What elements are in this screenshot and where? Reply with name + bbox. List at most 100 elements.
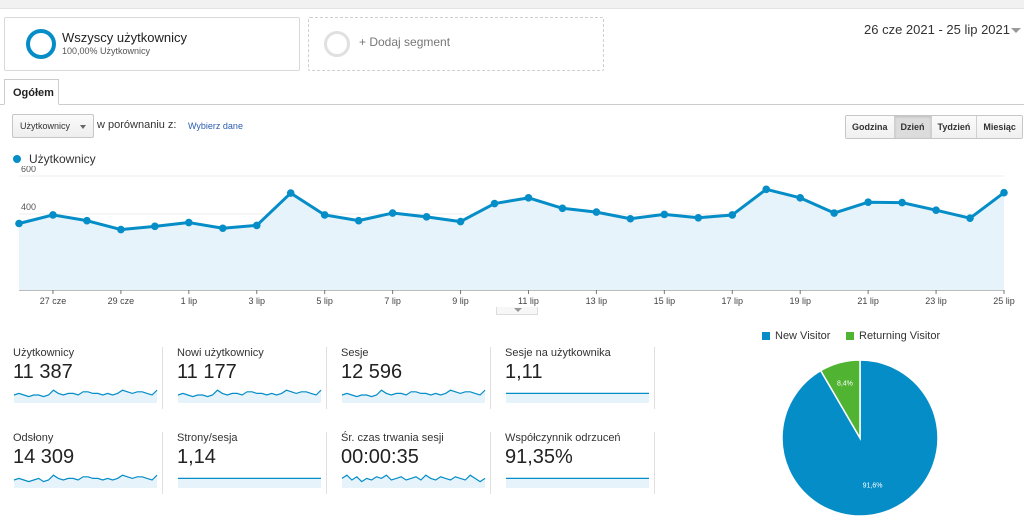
data-point[interactable] [898,198,906,207]
kpi-tile[interactable]: Sesje na użytkownika 1,11 [505,347,655,409]
data-point[interactable] [422,213,431,221]
sparkline-area [14,475,157,488]
tab-divider [0,104,1024,105]
data-point[interactable] [218,224,227,233]
kpi-sparkline [341,474,486,488]
data-point[interactable] [83,216,91,225]
new-visitor-swatch [762,332,770,340]
kpi-tile[interactable]: Odsłony 14 309 [13,432,163,494]
kpi-tile[interactable]: Strony/sesja 1,14 [177,432,327,494]
series-area [19,189,1004,290]
sparkline-area [506,393,649,403]
data-point[interactable] [932,206,940,214]
data-point[interactable] [15,219,23,228]
data-point[interactable] [660,210,669,219]
kpi-value: 1,14 [177,446,216,468]
data-point[interactable] [388,209,397,217]
data-point[interactable] [796,194,805,202]
data-point[interactable] [185,218,193,227]
pie-legend-new[interactable]: New Visitor [762,330,830,342]
data-point[interactable] [558,204,567,213]
granularity-hour-button[interactable]: Godzina [846,116,895,138]
data-point[interactable] [626,214,635,223]
granularity-day-button[interactable]: Dzień [894,116,932,138]
data-point[interactable] [456,217,465,226]
granularity-week-button[interactable]: Tydzień [931,116,978,138]
data-point[interactable] [286,189,295,197]
data-point[interactable] [1000,188,1008,197]
kpi-sparkline [506,477,649,488]
sparkline-area [178,478,321,488]
kpi-value: 11 387 [13,361,73,383]
x-tick-label: 13 lip [586,296,608,306]
data-point[interactable] [830,209,838,217]
returning-visitor-swatch [846,332,854,340]
x-tick-label: 9 lip [452,296,469,306]
x-tick-label: 7 lip [384,296,401,306]
x-tick-label: 11 lip [518,296,539,306]
kpi-tile[interactable]: Współczynnik odrzuceń 91,35% [505,432,655,494]
kpi-value: 00:00:35 [341,446,419,468]
kpi-sparkline [178,477,321,488]
sparkline-area [342,390,485,403]
data-point[interactable] [728,211,737,219]
x-tick-label: 19 lip [789,296,811,306]
x-tick-label: 21 lip [857,296,879,306]
data-point[interactable] [762,185,771,194]
kpi-tile[interactable]: Śr. czas trwania sesji 00:00:35 [341,432,491,494]
pie-legend-returning-label: Returning Visitor [859,330,941,342]
chart-resize-handle[interactable] [496,307,538,315]
x-tick-label: 1 lip [181,296,198,306]
segment-title: Wszyscy użytkownicy [62,30,187,45]
pie-slice[interactable] [819,359,861,441]
x-tick-label: 25 lip [993,296,1015,306]
x-tick-label: 29 cze [108,296,135,306]
data-point[interactable] [490,199,499,208]
empty-segment-ring-icon [324,31,350,57]
tab-overview[interactable]: Ogółem [4,79,59,105]
kpi-name: Użytkownicy [13,347,75,359]
date-range-picker[interactable]: 26 cze 2021 - 25 lip 2021 [864,22,1010,37]
segment-ring-icon [26,29,56,59]
kpi-name: Odsłony [13,432,54,444]
sparkline-line [341,474,486,483]
x-tick-label: 3 lip [249,296,266,306]
kpi-value: 91,35% [505,446,573,468]
data-point[interactable] [49,211,57,219]
kpi-name: Nowi użytkownicy [177,347,264,359]
kpi-sparkline [13,474,158,488]
kpi-tile[interactable]: Sesje 12 596 [341,347,491,409]
sparkline-line [13,389,158,398]
x-tick-label: 23 lip [925,296,947,306]
kpi-name: Strony/sesja [177,432,238,444]
data-point[interactable] [320,211,329,219]
segment-subtitle: 100,00% Użytkownicy [62,46,151,56]
kpi-name: Współczynnik odrzuceń [505,432,621,444]
add-segment-button[interactable]: + Dodaj segment [308,17,604,71]
kpi-sparkline [13,389,158,403]
sparkline-area [342,475,485,488]
data-point[interactable] [252,221,261,230]
chevron-down-icon[interactable] [1011,28,1021,33]
data-point[interactable] [864,198,872,207]
data-point[interactable] [592,208,601,216]
x-tick-label: 17 lip [722,296,744,306]
pie-legend-returning[interactable]: Returning Visitor [846,330,940,342]
data-point[interactable] [694,214,703,222]
visitor-type-pie-chart: 91,6% 8,4% [781,359,939,517]
kpi-tile[interactable]: Użytkownicy 11 387 [13,347,163,409]
data-point[interactable] [354,216,363,225]
data-point[interactable] [966,214,974,222]
data-point[interactable] [151,222,159,231]
data-point[interactable] [524,194,533,202]
data-point[interactable] [117,225,125,234]
y-tick-label: 400 [21,202,36,212]
kpi-tile[interactable]: Nowi użytkownicy 11 177 [177,347,327,409]
metric-select[interactable]: Użytkownicy [12,114,94,138]
x-tick-label: 27 cze [40,296,67,306]
select-metric-link[interactable]: Wybierz dane [188,121,243,131]
kpi-sparkline [177,389,322,403]
granularity-month-button[interactable]: Miesiąc [977,116,1022,138]
segment-all-users[interactable]: Wszyscy użytkownicy 100,00% Użytkownicy [4,17,300,71]
